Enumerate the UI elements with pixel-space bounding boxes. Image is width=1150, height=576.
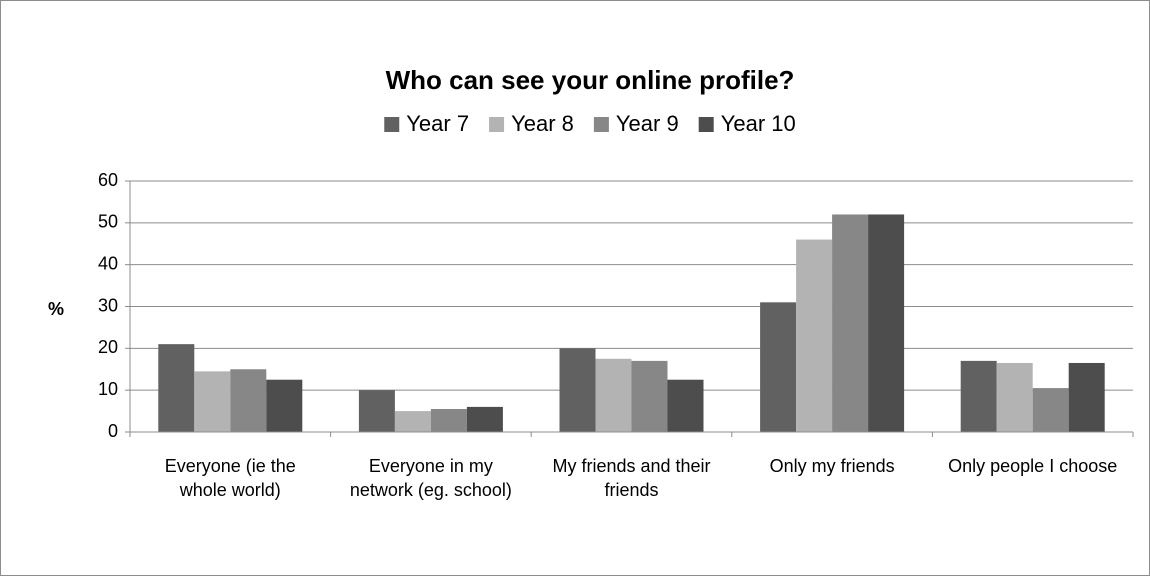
bar [996, 362, 1033, 432]
x-tick-label: Everyone (ie the whole world) [164, 456, 296, 500]
bar [796, 239, 833, 432]
legend-label: Year 9 [616, 111, 679, 136]
y-tick-label: 60 [98, 170, 118, 190]
x-tick-label-box: Only my friends [769, 456, 895, 476]
bar [667, 379, 704, 432]
legend: Year 7 Year 8 Year 9 Year 10 [384, 111, 796, 136]
x-tick-label-box: Everyone (ie the whole world) [164, 456, 296, 500]
y-tick-label: 10 [98, 379, 118, 399]
y-tick-label: 40 [98, 253, 118, 273]
y-tick-label: 0 [108, 421, 118, 441]
bar [559, 348, 596, 432]
bar [960, 360, 997, 432]
legend-label: Year 10 [721, 111, 796, 136]
y-axis-label: % [48, 299, 64, 319]
legend-label: Year 8 [511, 111, 574, 136]
bar [158, 344, 195, 432]
bar [466, 406, 503, 432]
bar [631, 360, 668, 432]
chart-title: Who can see your online profile? [386, 65, 795, 95]
x-tick-label: My friends and their friends [552, 456, 711, 500]
bar [266, 379, 303, 432]
legend-swatch [384, 117, 400, 132]
legend-swatch [593, 117, 609, 132]
bar [868, 214, 905, 432]
bar [760, 302, 797, 432]
bar [1032, 388, 1069, 432]
x-tick-label: Only people I choose [948, 456, 1118, 476]
x-tick-label-box: Everyone in my network (eg. school) [349, 456, 512, 500]
y-tick-label: 50 [98, 212, 118, 232]
x-tick-label-box: Only people I choose [948, 456, 1118, 476]
bar [230, 369, 267, 432]
y-tick-label: 30 [98, 295, 118, 315]
bar [394, 411, 431, 432]
x-tick-label: Everyone in my network (eg. school) [349, 456, 512, 500]
bar [194, 371, 231, 432]
x-tick-label: Only my friends [769, 456, 895, 476]
legend-swatch [698, 117, 714, 132]
bar [1068, 362, 1105, 432]
bar [832, 214, 869, 432]
x-tick-label-box: My friends and their friends [552, 456, 711, 500]
bar [358, 390, 395, 432]
legend-swatch [489, 117, 505, 132]
legend-label: Year 7 [406, 111, 469, 136]
bar [595, 358, 632, 432]
y-tick-label: 20 [98, 337, 118, 357]
bar [430, 408, 467, 432]
